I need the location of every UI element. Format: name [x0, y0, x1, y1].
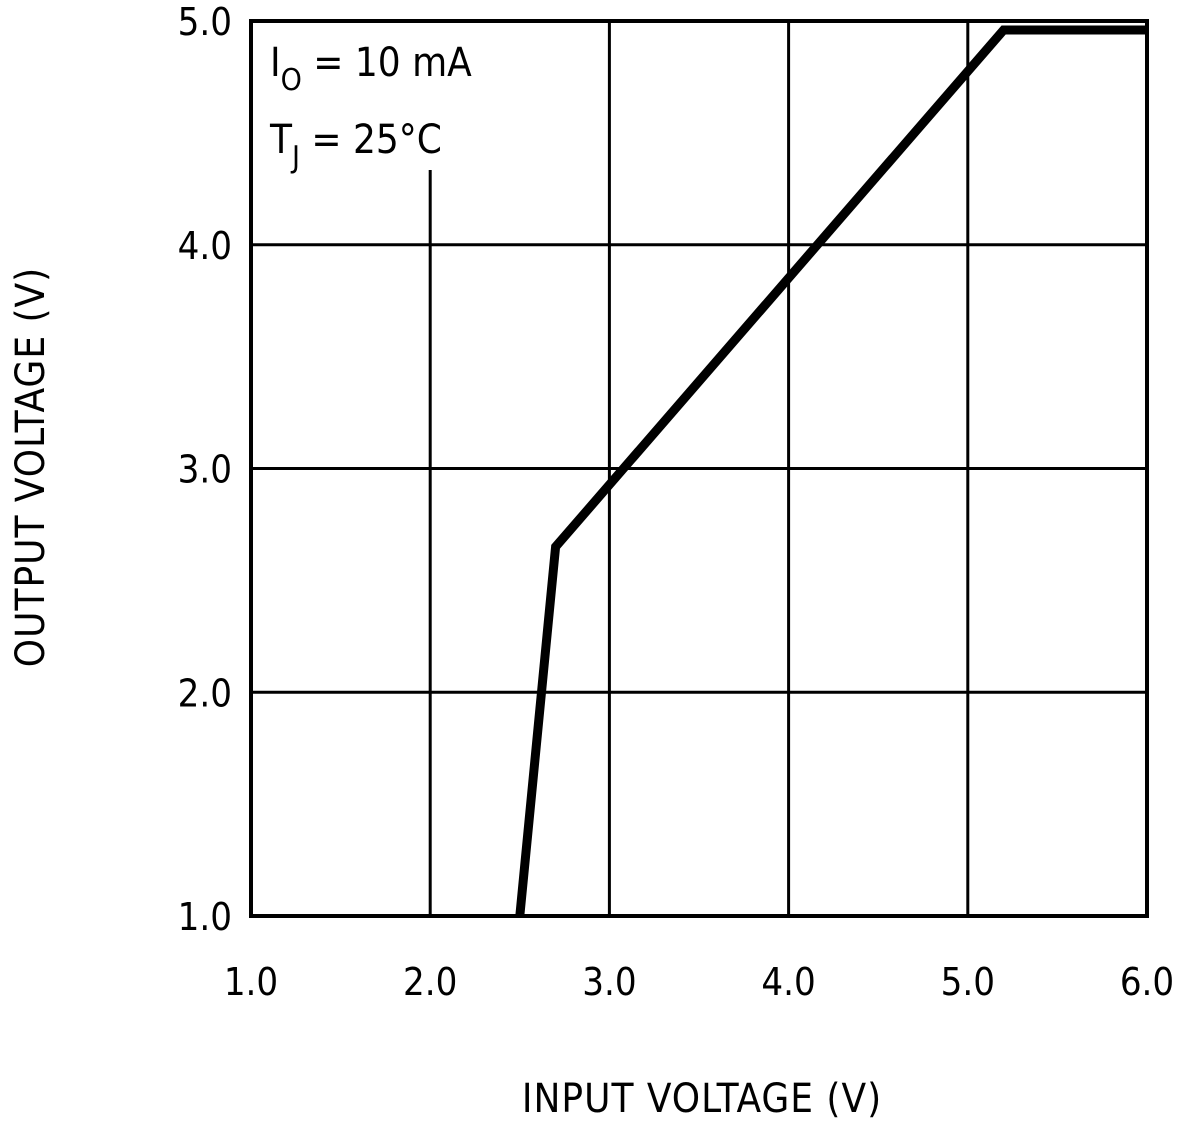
y-tick-label: 2.0: [178, 671, 232, 715]
plot-frame: [249, 19, 1149, 918]
data-series: [515, 25, 1147, 917]
y-tick-label: 5.0: [178, 0, 232, 44]
y-tick-label: 3.0: [178, 448, 232, 492]
y-axis-title: OUTPUT VOLTAGE (V): [8, 267, 54, 667]
annotation-current-rest: = 10 mA: [302, 40, 472, 86]
x-tick-label: 6.0: [1120, 960, 1174, 1004]
annotation-current-main: I: [270, 40, 281, 86]
x-axis-title: INPUT VOLTAGE (V): [522, 1076, 882, 1121]
plot-border: [249, 19, 1149, 918]
x-tick-label: 5.0: [941, 960, 995, 1004]
annotation-temperature-sub: J: [290, 140, 300, 175]
grid-lines: [251, 21, 1147, 916]
y-tick-label: 1.0: [178, 895, 232, 939]
annotation-temperature-main: T: [269, 117, 293, 163]
y-axis-ticks: 1.0 2.0 3.0 4.0 5.0: [178, 0, 232, 939]
x-tick-label: 3.0: [582, 960, 636, 1004]
annotation-current-sub: O: [281, 63, 302, 98]
x-tick-label: 4.0: [761, 960, 815, 1004]
series-line-0: [515, 25, 1147, 917]
annotation-box: IO = 10 mA TJ = 25°C: [269, 40, 472, 175]
x-axis-ticks: 1.0 2.0 3.0 4.0 5.0 6.0: [224, 960, 1174, 1004]
x-tick-label: 1.0: [224, 960, 278, 1004]
annotation-current: IO = 10 mA: [270, 40, 472, 98]
annotation-temperature: TJ = 25°C: [269, 117, 442, 175]
y-tick-label: 4.0: [178, 224, 232, 268]
x-tick-label: 2.0: [403, 960, 457, 1004]
annotation-temperature-rest: = 25°C: [300, 117, 442, 163]
